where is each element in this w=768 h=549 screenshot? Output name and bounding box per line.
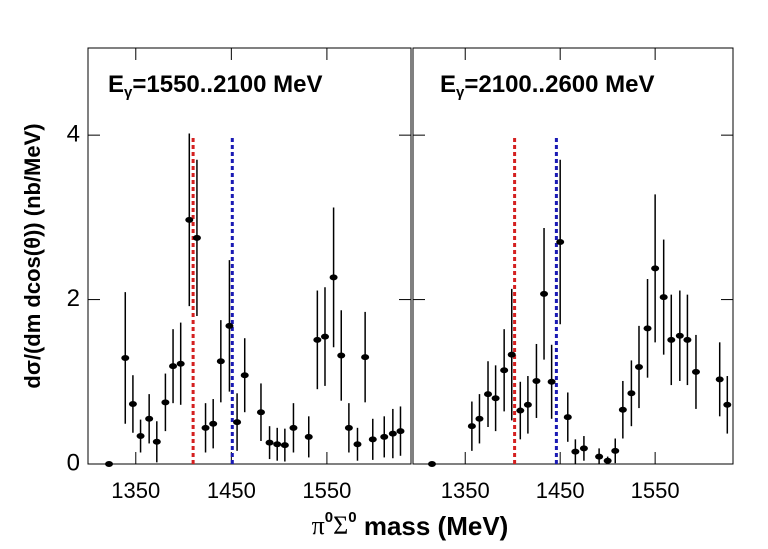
x-tick-label: 1450 (536, 478, 585, 503)
data-point (618, 406, 627, 413)
data-point (105, 461, 114, 467)
y-tick-label: 2 (67, 285, 80, 312)
data-point (353, 441, 362, 448)
data-point (603, 457, 612, 464)
data-point (152, 438, 161, 445)
data-point (723, 401, 732, 408)
x-tick-label: 1450 (207, 478, 256, 503)
data-point (136, 433, 145, 440)
plot-frame (87, 47, 412, 465)
data-point (313, 336, 322, 343)
data-point (185, 216, 194, 223)
data-point (265, 439, 274, 446)
title-part: E (440, 71, 456, 98)
x-tick-label: 1350 (441, 478, 490, 503)
data-point (169, 363, 178, 370)
data-point (304, 433, 313, 440)
data-point (192, 234, 201, 241)
data-point (540, 290, 549, 297)
x-tick-label: 1350 (111, 478, 160, 503)
title-part: =1550..2100 MeV (132, 71, 322, 98)
title-part: γ (124, 84, 133, 101)
x-label-part: mass (MeV) (357, 511, 509, 541)
data-point (233, 419, 242, 426)
data-point (491, 395, 500, 402)
x-axis-label: π0Σ0 mass (MeV) (312, 509, 509, 541)
data-point (121, 354, 130, 361)
panel-title: Eγ=1550..2100 MeV (108, 71, 323, 101)
data-point (651, 265, 660, 272)
data-point (516, 407, 525, 414)
x-label-part: Σ (333, 511, 348, 540)
data-point (507, 351, 516, 358)
title-part: γ (456, 84, 465, 101)
data-point (467, 423, 476, 430)
data-point (667, 336, 676, 343)
data-point (643, 325, 652, 332)
data-point (611, 447, 620, 454)
data-point (675, 332, 684, 339)
data-point (691, 368, 700, 375)
data-point (396, 428, 405, 435)
data-point (484, 391, 493, 398)
data-point (368, 436, 377, 443)
data-point (128, 400, 137, 407)
data-point (427, 461, 436, 467)
data-point (145, 415, 154, 422)
y-tick-label: 4 (67, 120, 80, 147)
data-point (201, 424, 210, 431)
data-point (225, 322, 234, 329)
data-point (176, 360, 185, 367)
data-point (388, 430, 397, 437)
data-point (547, 378, 556, 385)
data-point (320, 333, 329, 340)
data-point (532, 377, 541, 384)
data-point (256, 409, 265, 416)
title-part: =2100..2600 MeV (464, 71, 654, 98)
data-point (289, 424, 298, 431)
data-point (209, 420, 218, 427)
data-point (500, 367, 509, 374)
x-label-part: 0 (348, 509, 356, 526)
data-point (329, 274, 338, 281)
data-point (595, 453, 604, 460)
data-point (571, 448, 580, 455)
data-point (556, 239, 565, 246)
data-point (715, 376, 724, 383)
y-tick-label: 0 (67, 449, 80, 476)
data-point (337, 352, 346, 359)
plot-frame (412, 47, 734, 465)
x-tick-label: 1550 (302, 478, 351, 503)
panel-title: Eγ=2100..2600 MeV (440, 71, 655, 101)
data-point (634, 363, 643, 370)
data-point (579, 445, 588, 452)
data-point (361, 354, 370, 361)
data-point (344, 424, 353, 431)
data-point (563, 414, 572, 421)
x-label-part: 0 (325, 509, 333, 526)
y-axis-label: dσ/(dm dcos(θ)) (nb/MeV) (20, 123, 45, 388)
data-point (523, 401, 532, 408)
data-point (240, 372, 249, 379)
data-point (659, 294, 668, 301)
data-point (273, 441, 282, 448)
x-label-part: π (312, 511, 325, 540)
data-point (683, 336, 692, 343)
data-point (475, 415, 484, 422)
data-point (280, 442, 289, 449)
x-tick-label: 1550 (631, 478, 680, 503)
title-part: E (108, 71, 124, 98)
data-point (380, 433, 389, 440)
data-point (161, 399, 170, 406)
data-point (627, 390, 636, 397)
data-point (216, 358, 225, 365)
